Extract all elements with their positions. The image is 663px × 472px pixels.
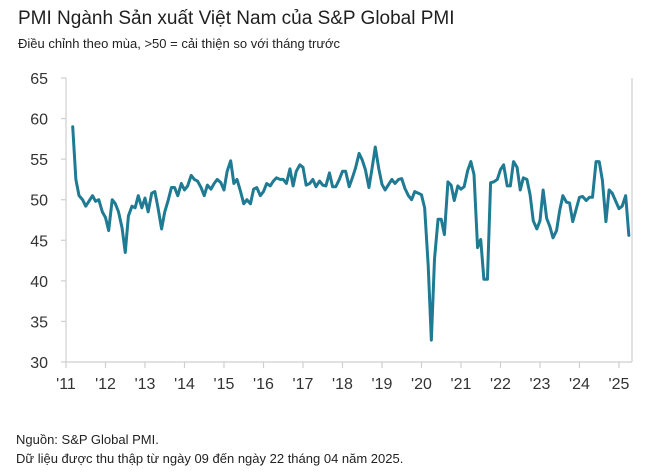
y-axis-ticks: 30 35 40 45 50 55 60 65 — [30, 71, 66, 372]
source-note: Nguồn: S&P Global PMI. — [16, 432, 159, 447]
x-tick-label: '23 — [530, 376, 551, 393]
y-tick-label: 40 — [30, 274, 48, 291]
x-tick-label: '17 — [293, 376, 314, 393]
y-tick-label: 30 — [30, 355, 48, 372]
x-tick-label: '19 — [372, 376, 393, 393]
y-tick-label: 55 — [30, 152, 48, 169]
x-tick-label: '25 — [609, 376, 630, 393]
pmi-series-line — [71, 125, 631, 342]
x-tick-label: '13 — [135, 376, 156, 393]
collection-note: Dữ liệu được thu thập từ ngày 09 đến ngà… — [16, 451, 404, 466]
y-tick-label: 60 — [30, 112, 48, 129]
x-tick-label: '21 — [451, 376, 472, 393]
series-group — [71, 125, 631, 342]
chart-subtitle: Điều chỉnh theo mùa, >50 = cải thiện so … — [18, 36, 341, 51]
x-tick-label: '20 — [411, 376, 432, 393]
y-tick-label: 35 — [30, 314, 48, 331]
x-tick-label: '16 — [253, 376, 274, 393]
y-tick-label: 45 — [30, 233, 48, 250]
axes — [65, 78, 633, 363]
chart-title: PMI Ngành Sản xuất Việt Nam của S&P Glob… — [18, 8, 455, 29]
x-tick-label: '14 — [174, 376, 195, 393]
y-tick-label: 50 — [30, 193, 48, 210]
y-tick-label: 65 — [30, 71, 48, 88]
x-tick-label: '22 — [490, 376, 511, 393]
x-tick-label: '18 — [332, 376, 353, 393]
x-tick-label: '24 — [569, 376, 590, 393]
x-tick-label: '15 — [214, 376, 235, 393]
x-axis-ticks: '11 '12 '13 '14 '15 '16 '17 '18 '19 '20 '21 '22 '23 '… — [56, 362, 629, 393]
x-tick-label: '12 — [95, 376, 116, 393]
x-tick-label: '11 — [56, 376, 76, 393]
